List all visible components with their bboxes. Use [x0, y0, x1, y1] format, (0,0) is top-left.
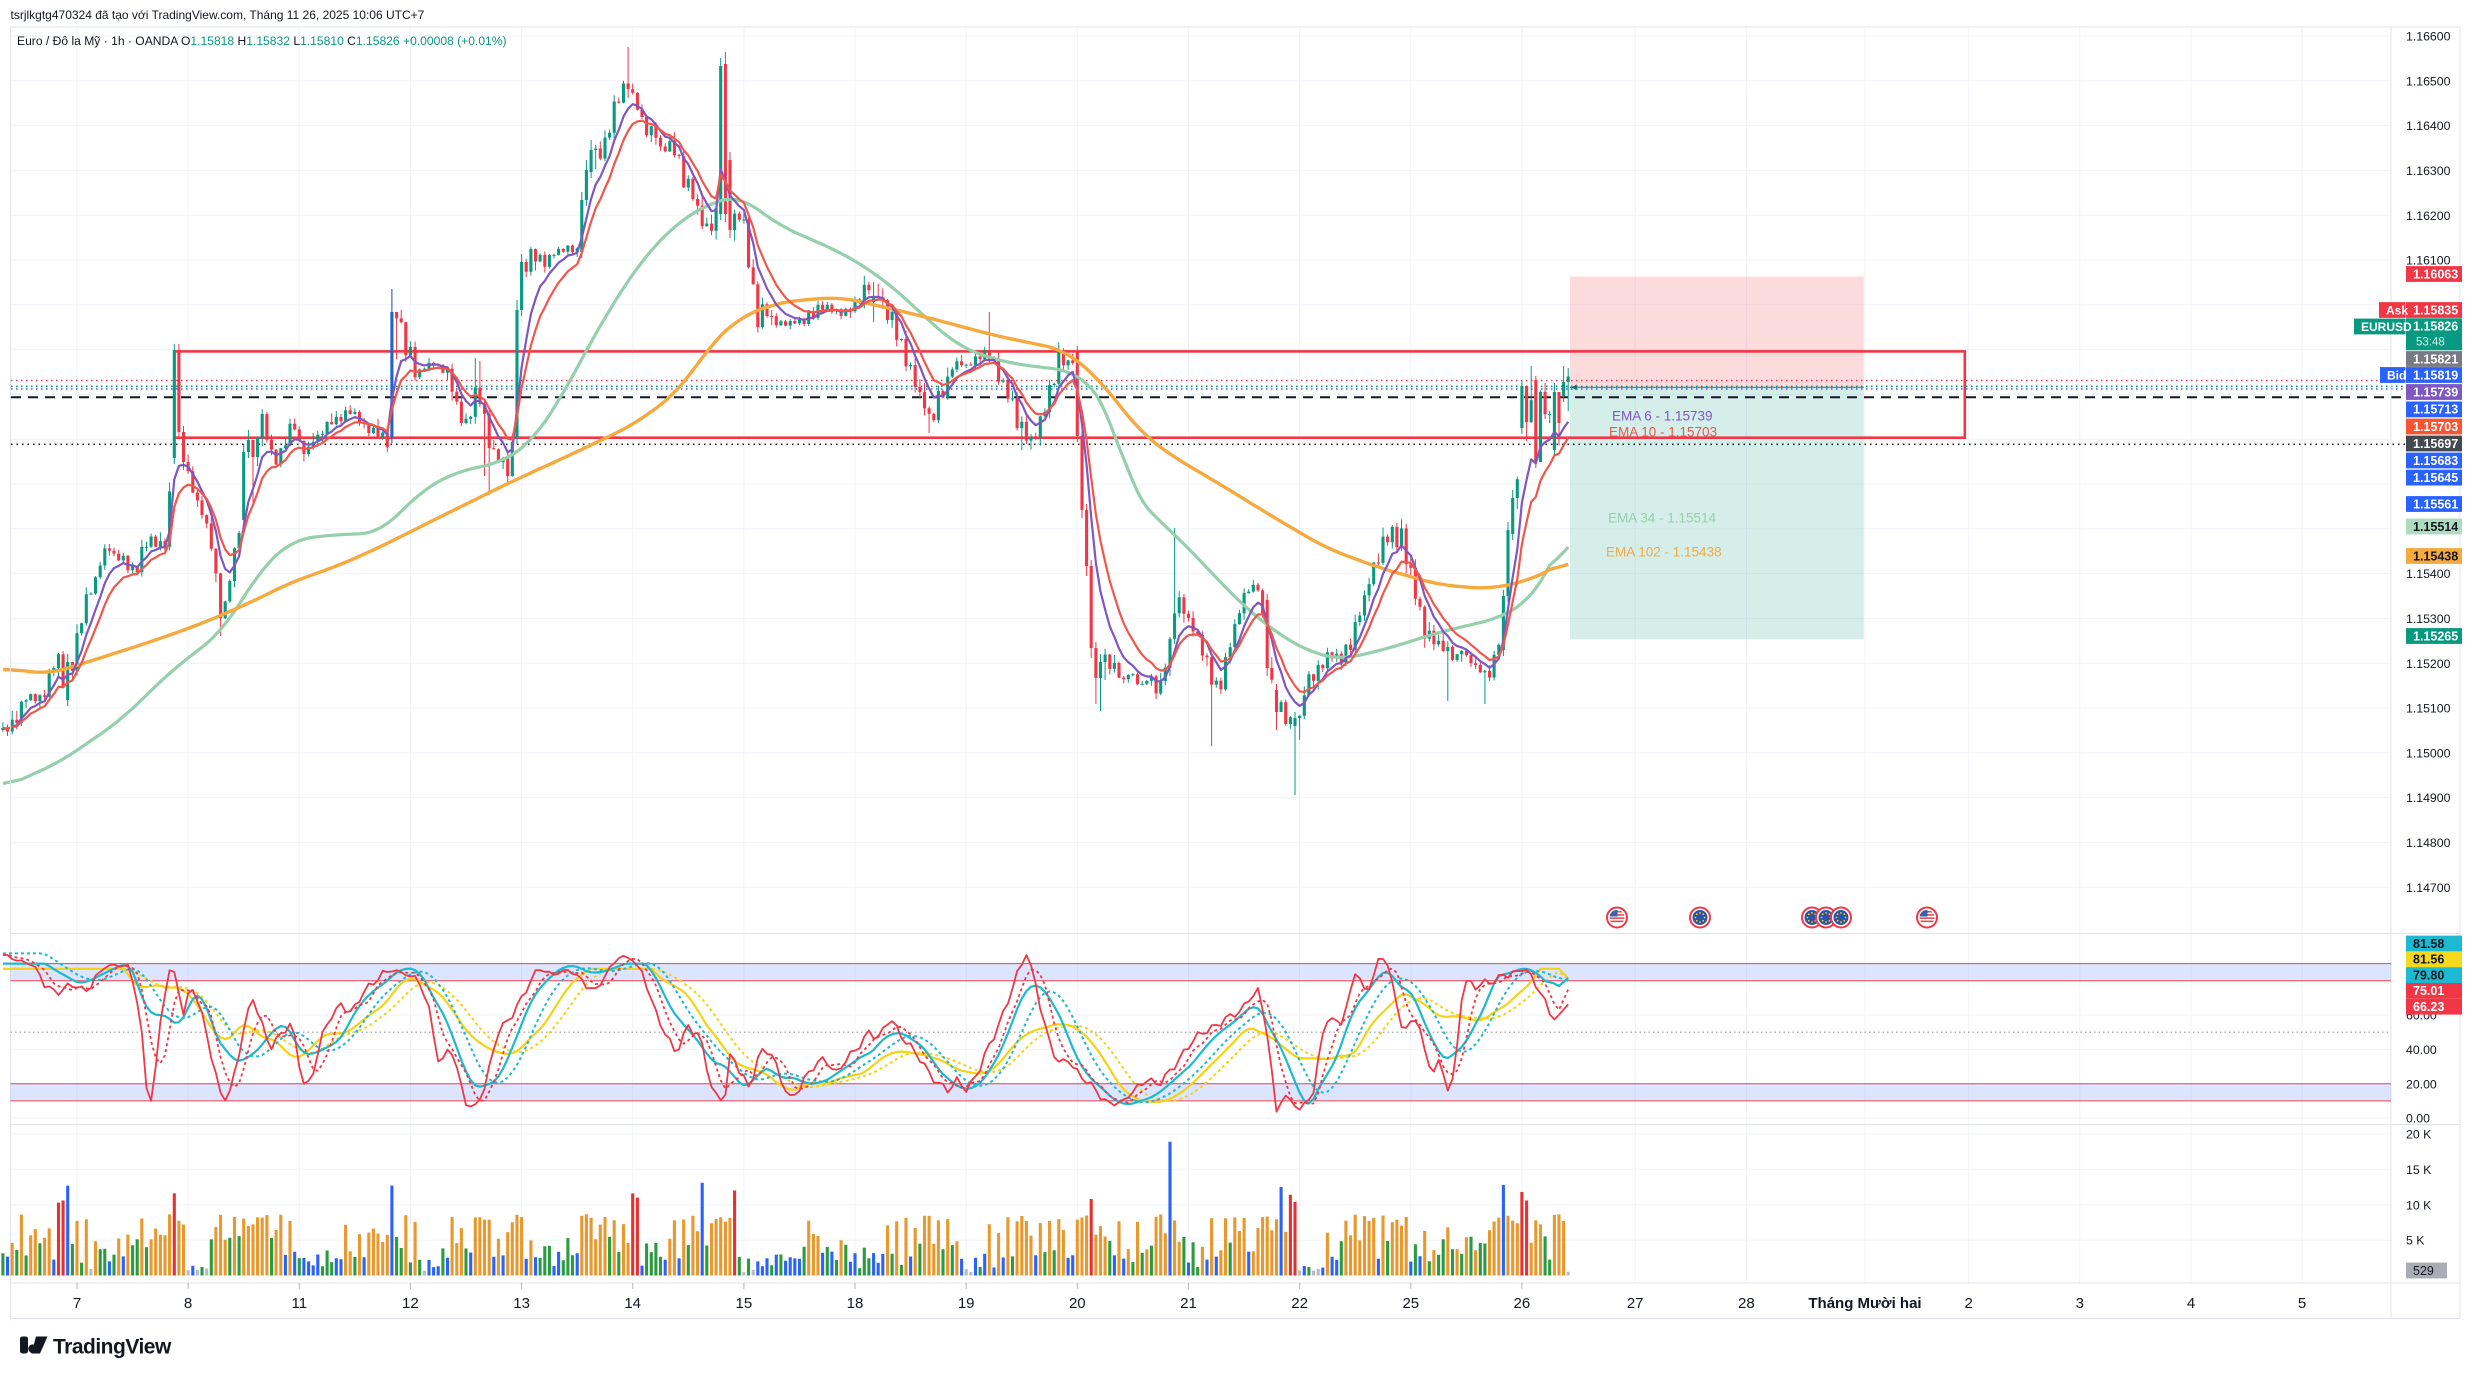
svg-text:1.15835: 1.15835 — [2413, 303, 2458, 317]
svg-text:EMA 102 - 1.15438: EMA 102 - 1.15438 — [1606, 545, 1722, 560]
svg-text:21: 21 — [1180, 1295, 1197, 1312]
svg-text:1.15265: 1.15265 — [2413, 629, 2458, 643]
svg-text:1.15683: 1.15683 — [2413, 454, 2458, 468]
svg-text:81.56: 81.56 — [2413, 953, 2444, 967]
svg-text:14: 14 — [624, 1295, 641, 1312]
svg-text:1.16100: 1.16100 — [2406, 254, 2451, 268]
svg-text:1.15821: 1.15821 — [2413, 352, 2458, 366]
svg-text:1.15645: 1.15645 — [2413, 471, 2458, 485]
svg-text:1.15561: 1.15561 — [2413, 497, 2458, 511]
svg-text:Bid: Bid — [2387, 368, 2406, 382]
svg-text:53:48: 53:48 — [2416, 337, 2445, 349]
svg-text:18: 18 — [847, 1295, 864, 1312]
svg-text:1.15100: 1.15100 — [2406, 702, 2451, 716]
svg-text:3: 3 — [2076, 1295, 2084, 1312]
svg-text:529: 529 — [2413, 1264, 2434, 1278]
svg-text:1.15000: 1.15000 — [2406, 746, 2451, 760]
svg-text:26: 26 — [1514, 1295, 1531, 1312]
svg-text:5: 5 — [2298, 1295, 2306, 1312]
svg-text:EMA 34 - 1.15514: EMA 34 - 1.15514 — [1608, 511, 1717, 526]
svg-text:1.15514: 1.15514 — [2413, 520, 2458, 534]
svg-text:1.15703: 1.15703 — [2413, 420, 2458, 434]
svg-text:Ask: Ask — [2386, 303, 2408, 317]
svg-text:19: 19 — [958, 1295, 975, 1312]
svg-text:28: 28 — [1738, 1295, 1755, 1312]
svg-text:Tháng Mười hai: Tháng Mười hai — [1808, 1295, 1921, 1312]
svg-text:EMA 6 - 1.15739: EMA 6 - 1.15739 — [1612, 409, 1713, 424]
svg-text:79.80: 79.80 — [2413, 968, 2444, 982]
svg-text:20 K: 20 K — [2406, 1128, 2432, 1142]
svg-text:11: 11 — [292, 1295, 308, 1312]
svg-text:75.01: 75.01 — [2413, 984, 2444, 998]
svg-text:0.00: 0.00 — [2406, 1112, 2430, 1126]
svg-text:1.14700: 1.14700 — [2406, 881, 2451, 895]
svg-text:8: 8 — [184, 1295, 192, 1312]
svg-text:1.15300: 1.15300 — [2406, 612, 2451, 626]
svg-text:1.14800: 1.14800 — [2406, 836, 2451, 850]
svg-text:20: 20 — [1069, 1295, 1086, 1312]
svg-text:1.16400: 1.16400 — [2406, 119, 2451, 133]
svg-text:1.15819: 1.15819 — [2413, 368, 2458, 382]
svg-text:TradingView: TradingView — [53, 1336, 172, 1359]
svg-text:1.15697: 1.15697 — [2413, 437, 2458, 451]
svg-text:13: 13 — [513, 1295, 530, 1312]
svg-text:25: 25 — [1402, 1295, 1419, 1312]
svg-text:1.15200: 1.15200 — [2406, 657, 2451, 671]
svg-text:1.16200: 1.16200 — [2406, 209, 2451, 223]
svg-text:1.15438: 1.15438 — [2413, 549, 2458, 563]
svg-text:4: 4 — [2187, 1295, 2195, 1312]
svg-text:15: 15 — [736, 1295, 753, 1312]
svg-text:Euro / Đô la Mỹ · 1h · OANDA: Euro / Đô la Mỹ · 1h · OANDA O1.15818 H1… — [17, 34, 507, 48]
svg-text:5 K: 5 K — [2406, 1234, 2425, 1248]
svg-text:1.16063: 1.16063 — [2413, 267, 2458, 281]
svg-text:1.14900: 1.14900 — [2406, 791, 2451, 805]
svg-text:2: 2 — [1965, 1295, 1973, 1312]
svg-text:1.15739: 1.15739 — [2413, 385, 2458, 399]
svg-text:20.00: 20.00 — [2406, 1077, 2437, 1091]
svg-text:66.23: 66.23 — [2413, 1000, 2444, 1014]
svg-text:1.15713: 1.15713 — [2413, 403, 2458, 417]
svg-text:81.58: 81.58 — [2413, 937, 2444, 951]
svg-text:1.16600: 1.16600 — [2406, 30, 2451, 44]
svg-text:10 K: 10 K — [2406, 1198, 2432, 1212]
svg-text:12: 12 — [402, 1295, 419, 1312]
svg-text:7: 7 — [73, 1295, 81, 1312]
svg-text:EMA 10 - 1.15703: EMA 10 - 1.15703 — [1609, 425, 1717, 440]
svg-text:27: 27 — [1627, 1295, 1644, 1312]
svg-text:tsrjlkgtg470324 đã tạo với Tra: tsrjlkgtg470324 đã tạo với TradingView.c… — [11, 8, 425, 22]
svg-text:1.15826: 1.15826 — [2413, 320, 2458, 334]
svg-text:40.00: 40.00 — [2406, 1043, 2437, 1057]
svg-text:1.16300: 1.16300 — [2406, 164, 2451, 178]
svg-text:22: 22 — [1291, 1295, 1308, 1312]
svg-text:EURUSD: EURUSD — [2361, 320, 2412, 334]
svg-text:15 K: 15 K — [2406, 1163, 2432, 1177]
svg-text:1.16500: 1.16500 — [2406, 74, 2451, 88]
svg-text:1.15400: 1.15400 — [2406, 567, 2451, 581]
